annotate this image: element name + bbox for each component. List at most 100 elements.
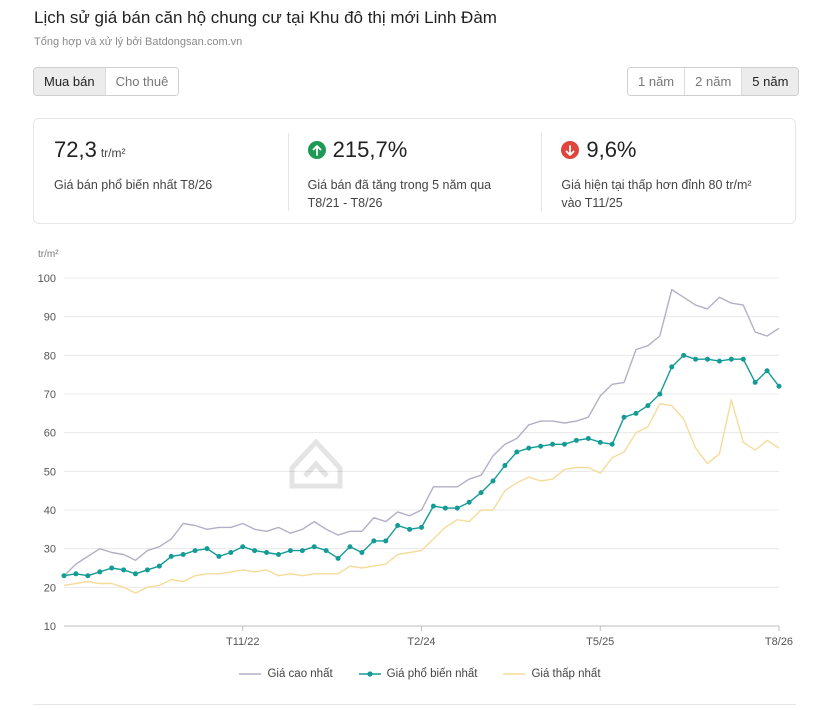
stat-common-price-desc: Giá bán phổ biến nhất T8/26 [54, 178, 213, 192]
series-common-point [407, 526, 413, 532]
series-common-point [347, 544, 353, 550]
divider [33, 704, 796, 705]
tab-cho-thue[interactable]: Cho thuê [104, 68, 179, 95]
series-common-point [287, 548, 293, 554]
series-common-point [335, 555, 341, 561]
series-common-point [359, 550, 365, 556]
series-common-point [633, 410, 639, 416]
page-subtitle: Tổng hợp và xử lý bởi Batdongsan.com.vn [34, 36, 243, 48]
series-common-point [121, 567, 127, 573]
x-tick-label: T11/22 [226, 636, 259, 648]
series-common-point [585, 435, 591, 441]
x-tick-label: T8/26 [765, 636, 793, 648]
watermark-logo [289, 438, 343, 489]
series-common-point [514, 449, 520, 455]
legend-item-low[interactable]: Giá thấp nhất [503, 668, 601, 680]
arrow-up-icon [307, 141, 326, 159]
stat-growth-desc-line1: Giá bán đã tăng trong 5 năm qua [307, 178, 492, 192]
series-common-point [430, 503, 436, 509]
series-common-point [97, 569, 103, 575]
series-common-point [311, 544, 317, 550]
stat-common-price-value: 72,3 [54, 137, 97, 162]
series-common-point [728, 356, 734, 362]
series-common-point [299, 548, 305, 554]
price-history-chart: 10 20 30 40 50 60 70 80 90 100 T11/22 T2/24 T5/25 T8… [38, 249, 793, 648]
listing-type-toggle: Mua bán Cho thuê [33, 67, 180, 96]
series-common-point [490, 478, 496, 484]
series-common-point [538, 443, 544, 449]
series-common-point [764, 368, 770, 374]
series-common-point [383, 538, 389, 544]
series-high-line [63, 288, 780, 577]
chart-series [61, 288, 782, 594]
stat-drop-desc-line1: Giá hiện tại thấp hơn đỉnh 80 tr/m² [561, 178, 752, 192]
y-tick-label: 70 [44, 389, 56, 401]
series-common-point [478, 490, 484, 496]
tab-5-nam[interactable]: 5 năm [741, 68, 799, 95]
legend-swatch-low [503, 673, 526, 675]
legend-label-low: Giá thấp nhất [531, 668, 601, 680]
stats-panel: 72,3 tr/m² Giá bán phổ biến nhất T8/26 2… [33, 118, 796, 224]
y-tick-label: 90 [44, 312, 56, 324]
series-common-point [109, 565, 115, 571]
tab-1-nam[interactable]: 1 năm [628, 68, 685, 95]
series-common-point [192, 548, 198, 554]
y-tick-label: 40 [44, 505, 56, 517]
series-low-line [63, 399, 780, 594]
y-tick-label: 50 [44, 466, 56, 478]
stat-common-price: 72,3 tr/m² Giá bán phổ biến nhất T8/26 [34, 119, 288, 223]
stat-growth-desc: Giá bán đã tăng trong 5 năm qua T8/21 - … [308, 176, 522, 212]
series-common-point [609, 441, 615, 447]
legend-item-common[interactable]: Giá phổ biến nhất [358, 668, 477, 680]
x-axis: T11/22 T2/24 T5/25 T8/26 [64, 625, 793, 648]
series-common-point [395, 522, 401, 528]
series-common-point [73, 571, 79, 577]
series-common-point [264, 550, 270, 556]
series-common-point [180, 551, 186, 557]
y-axis-label: tr/m² [38, 249, 59, 260]
y-tick-label: 60 [44, 428, 56, 440]
legend-item-high[interactable]: Giá cao nhất [239, 668, 333, 680]
series-common-point [204, 546, 210, 552]
series-common-point [597, 439, 603, 445]
series-common-point [645, 403, 651, 409]
series-common-point [573, 437, 579, 443]
series-common-point [562, 441, 567, 447]
series-common-point [442, 505, 448, 511]
stat-drop-desc-line2: vào T11/25 [561, 196, 623, 210]
series-common-point [752, 379, 758, 385]
series-common-point [276, 551, 281, 557]
legend-label-high: Giá cao nhất [267, 668, 333, 680]
series-common-point [454, 505, 460, 511]
series-common-point [371, 538, 377, 544]
series-common-point [502, 463, 508, 469]
series-common-point [669, 364, 675, 370]
series-common-point [240, 544, 246, 550]
stat-drop-desc: Giá hiện tại thấp hơn đỉnh 80 tr/m² vào … [561, 176, 775, 212]
tab-2-nam[interactable]: 2 năm [684, 68, 742, 95]
series-common-point [156, 563, 162, 569]
stat-growth-value: 215,7% [332, 137, 408, 162]
time-range-toggle: 1 năm 2 năm 5 năm [627, 67, 800, 96]
series-common-point [621, 414, 627, 420]
series-common-point [85, 573, 91, 579]
series-common-point [657, 391, 663, 397]
series-common-point [133, 571, 138, 577]
x-tick-label: T5/25 [586, 636, 614, 648]
series-common-point [216, 553, 222, 559]
y-tick-label: 80 [44, 350, 56, 362]
page-title: Lịch sử giá bán căn hộ chung cư tại Khu … [34, 8, 497, 27]
arrow-down-icon [561, 141, 580, 159]
series-common-point [716, 358, 722, 364]
series-common-point [419, 524, 424, 530]
chart-grid: 10 20 30 40 50 60 70 80 90 100 [38, 273, 779, 633]
series-common-point [466, 499, 472, 505]
series-common-point [252, 548, 258, 554]
tab-mua-ban[interactable]: Mua bán [34, 68, 105, 95]
legend-swatch-common [358, 671, 381, 677]
series-common-point [681, 352, 687, 358]
stat-growth-desc-line2: T8/21 - T8/26 [307, 196, 383, 210]
series-common-point [228, 550, 234, 556]
series-common-point [526, 445, 532, 451]
chart-legend: Giá cao nhất Giá phổ biến nhất Giá thấp … [0, 668, 840, 680]
